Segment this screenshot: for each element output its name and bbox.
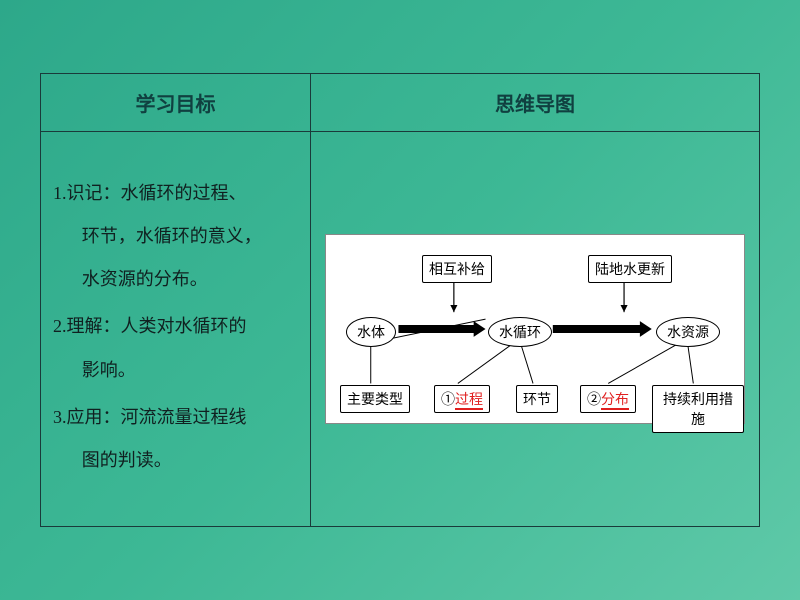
goal-3-rest: 河流流量过程线 — [121, 407, 247, 427]
node-process: ①过程 — [434, 385, 490, 413]
node-water-body: 水体 — [346, 317, 396, 347]
node-main-types: 主要类型 — [340, 385, 410, 413]
table-header: 学习目标 思维导图 — [41, 74, 759, 132]
goal-1: 1.识记：水循环的过程、 环节，水循环的意义， 水资源的分布。 — [53, 172, 296, 302]
goal-1-lead: 1.识记： — [53, 183, 121, 203]
node-segment: 环节 — [516, 385, 558, 413]
goal-3: 3.应用：河流流量过程线 图的判读。 — [53, 396, 296, 482]
num-2: ② — [587, 393, 601, 408]
mindmap-diagram: 相互补给 陆地水更新 水体 水循环 水资源 主要类型 ①过程 环节 ②分布 持续… — [325, 234, 745, 424]
node-water-cycle: 水循环 — [488, 317, 552, 347]
red-distribution: 分布 — [601, 393, 629, 410]
goal-2-lead: 2.理解： — [53, 316, 121, 336]
goal-3-cont-0: 图的判读。 — [53, 439, 296, 482]
goal-2-cont-0: 影响。 — [53, 349, 296, 392]
node-water-resource: 水资源 — [656, 317, 720, 347]
red-process: 过程 — [455, 393, 483, 410]
goal-3-lead: 3.应用： — [53, 407, 121, 427]
goal-2-rest: 人类对水循环的 — [121, 316, 247, 336]
mindmap-cell: 相互补给 陆地水更新 水体 水循环 水资源 主要类型 ①过程 环节 ②分布 持续… — [311, 132, 759, 526]
header-mindmap: 思维导图 — [311, 74, 759, 131]
goal-1-cont-0: 环节，水循环的意义， — [53, 215, 296, 258]
goals-cell: 1.识记：水循环的过程、 环节，水循环的意义， 水资源的分布。 2.理解：人类对… — [41, 132, 311, 526]
node-mutual-supply: 相互补给 — [422, 255, 492, 283]
node-distribution: ②分布 — [580, 385, 636, 413]
num-1: ① — [441, 393, 455, 408]
goal-2: 2.理解：人类对水循环的 影响。 — [53, 305, 296, 391]
table-body: 1.识记：水循环的过程、 环节，水循环的意义， 水资源的分布。 2.理解：人类对… — [41, 132, 759, 526]
header-goals: 学习目标 — [41, 74, 311, 131]
node-land-water-renew: 陆地水更新 — [588, 255, 672, 283]
goal-1-cont-1: 水资源的分布。 — [53, 258, 296, 301]
node-sustain: 持续利用措施 — [652, 385, 744, 433]
content-table: 学习目标 思维导图 1.识记：水循环的过程、 环节，水循环的意义， 水资源的分布… — [40, 73, 760, 527]
goal-1-rest: 水循环的过程、 — [121, 183, 247, 203]
